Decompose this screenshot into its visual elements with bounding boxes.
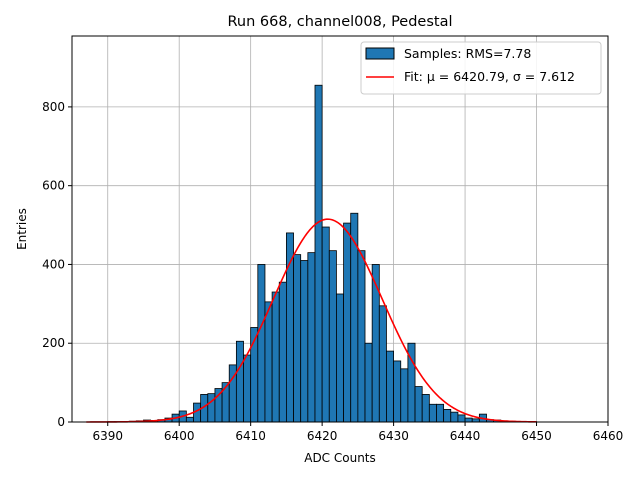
histogram-bar [314,84,323,423]
histogram-bar [393,360,402,423]
histogram-bar [371,264,380,423]
histogram-bar [235,340,244,423]
histogram-bar [436,403,445,423]
x-tick-label: 6390 [92,429,123,443]
y-tick-label: 800 [42,100,65,114]
x-axis-label: ADC Counts [304,451,376,465]
histogram-bar [421,394,430,423]
y-tick-label: 200 [42,336,65,350]
histogram-bar [185,416,194,423]
histogram-bar [364,342,373,423]
histogram-bar [257,264,266,423]
histogram-bar [321,226,330,423]
histogram-bar [400,368,409,423]
histogram-bar [378,305,387,423]
histogram-bar [307,252,316,423]
histogram-bar [328,250,337,423]
histogram-bar [243,354,252,423]
x-tick-label: 6410 [235,429,266,443]
y-axis-ticks: 0 200 400 600 800 [42,100,72,429]
x-tick-label: 6460 [593,429,624,443]
chart-title: Run 668, channel008, Pedestal [227,14,452,30]
x-tick-label: 6430 [378,429,409,443]
x-tick-label: 6440 [450,429,481,443]
plot-frame [71,35,609,423]
histogram-bar [221,382,230,423]
histogram-bar [464,417,473,423]
histogram-bar [278,281,287,423]
histogram-bar [414,386,423,423]
legend: Samples: RMS=7.78 Fit: μ = 6420.79, σ = … [360,41,602,95]
histogram-bar [428,403,437,423]
histogram-bar [450,411,459,423]
y-tick-label: 0 [57,415,65,429]
y-axis-label: Entries [15,208,29,250]
histogram-bar [207,393,216,423]
histogram-bar [443,408,452,423]
legend-label-samples: Samples: RMS=7.78 [404,46,531,61]
legend-swatch-samples [365,47,395,60]
histogram-bar [343,222,352,423]
histogram-bar [264,301,273,423]
histogram-bar [336,293,344,423]
fit-curve [86,218,537,423]
histogram-bar [386,350,395,423]
histogram-bar [457,414,466,423]
y-tick-label: 600 [42,179,65,193]
histogram-bar [300,260,309,423]
x-tick-label: 6450 [521,429,552,443]
y-tick-label: 400 [42,257,65,271]
x-axis-ticks: 6390 6400 6410 6420 6430 6440 6450 6460 [92,422,623,443]
legend-box [360,41,602,95]
histogram-bar [357,250,366,423]
histogram-bars [107,84,537,423]
histogram-bar [293,254,302,423]
histogram-bar [271,291,280,423]
x-tick-label: 6420 [307,429,338,443]
x-tick-label: 6400 [164,429,195,443]
legend-label-fit: Fit: μ = 6420.79, σ = 7.612 [404,69,575,84]
